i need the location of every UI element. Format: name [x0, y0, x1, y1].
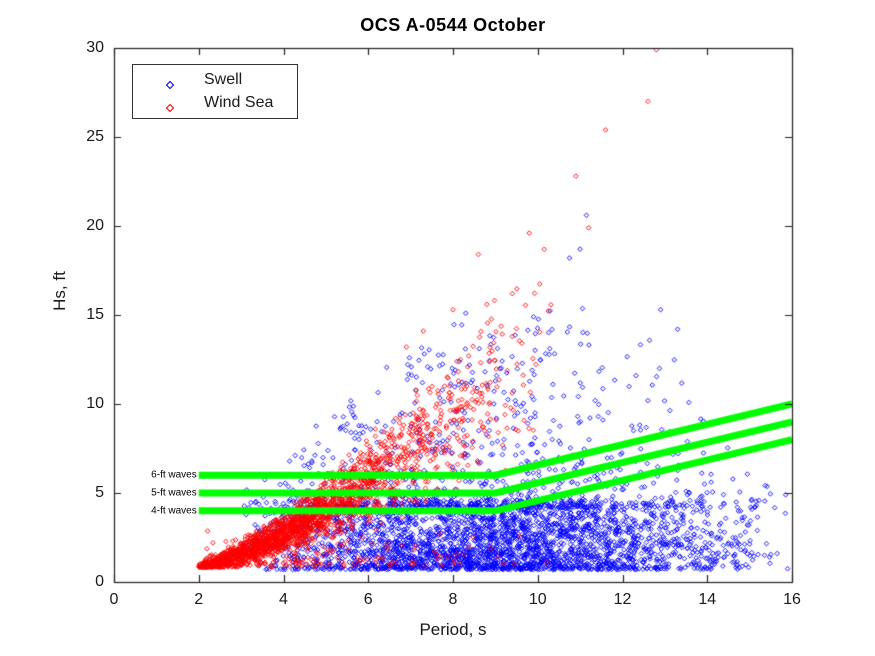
x-axis-label: Period, s — [419, 620, 487, 639]
chart-title: OCS A-0544 October — [360, 15, 546, 35]
line-label-4ft: 4-ft waves — [151, 505, 197, 517]
y-tick-label: 0 — [95, 573, 104, 590]
x-tick-label: 16 — [783, 591, 801, 608]
y-tick-label: 20 — [86, 217, 104, 234]
legend-item-wind-sea: Wind Sea — [133, 94, 297, 113]
legend-label-swell: Swell — [204, 70, 243, 88]
legend-label-wind-sea: Wind Sea — [204, 94, 274, 112]
line-label-5ft: 5-ft waves — [151, 487, 197, 499]
x-tick-label: 12 — [613, 591, 632, 608]
y-tick-label: 30 — [86, 39, 104, 56]
swell-diamond-marker-icon — [165, 76, 175, 89]
legend: Swell Wind Sea — [132, 64, 298, 119]
x-tick-label: 10 — [528, 591, 547, 608]
x-tick-label: 8 — [448, 591, 458, 608]
x-tick-label: 2 — [194, 591, 204, 608]
y-axis-label: Hs, ft — [50, 271, 69, 311]
wind-sea-diamond-marker-icon — [165, 99, 175, 113]
legend-item-swell: Swell — [133, 71, 297, 89]
x-tick-label: 14 — [698, 591, 717, 608]
y-tick-label: 5 — [95, 484, 104, 501]
x-tick-label: 4 — [279, 591, 288, 608]
x-tick-label: 0 — [109, 591, 119, 608]
y-tick-label: 10 — [86, 395, 104, 412]
line-label-6ft: 6-ft waves — [151, 469, 197, 481]
y-tick-label: 25 — [86, 128, 104, 145]
y-tick-label: 15 — [86, 306, 104, 323]
x-tick-label: 6 — [363, 591, 373, 608]
